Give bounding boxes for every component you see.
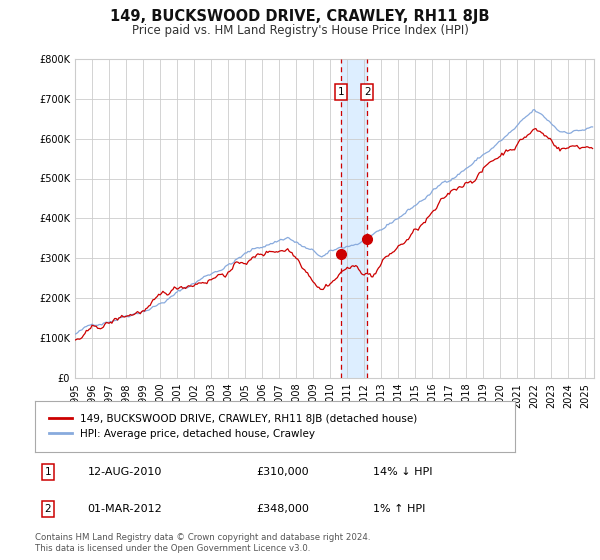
Text: 1% ↑ HPI: 1% ↑ HPI <box>373 503 425 514</box>
Text: £310,000: £310,000 <box>257 467 309 477</box>
Legend: 149, BUCKSWOOD DRIVE, CRAWLEY, RH11 8JB (detached house), HPI: Average price, de: 149, BUCKSWOOD DRIVE, CRAWLEY, RH11 8JB … <box>45 410 422 444</box>
Text: 14% ↓ HPI: 14% ↓ HPI <box>373 467 432 477</box>
Bar <box>341 59 367 378</box>
Text: 12-AUG-2010: 12-AUG-2010 <box>88 467 162 477</box>
Text: 2: 2 <box>364 87 370 97</box>
Text: Price paid vs. HM Land Registry's House Price Index (HPI): Price paid vs. HM Land Registry's House … <box>131 24 469 36</box>
Text: Contains HM Land Registry data © Crown copyright and database right 2024.
This d: Contains HM Land Registry data © Crown c… <box>35 533 370 553</box>
Text: 149, BUCKSWOOD DRIVE, CRAWLEY, RH11 8JB: 149, BUCKSWOOD DRIVE, CRAWLEY, RH11 8JB <box>110 9 490 24</box>
Text: 2: 2 <box>44 503 52 514</box>
Text: £348,000: £348,000 <box>257 503 310 514</box>
Text: 01-MAR-2012: 01-MAR-2012 <box>88 503 163 514</box>
Text: 1: 1 <box>337 87 344 97</box>
Text: 1: 1 <box>44 467 52 477</box>
